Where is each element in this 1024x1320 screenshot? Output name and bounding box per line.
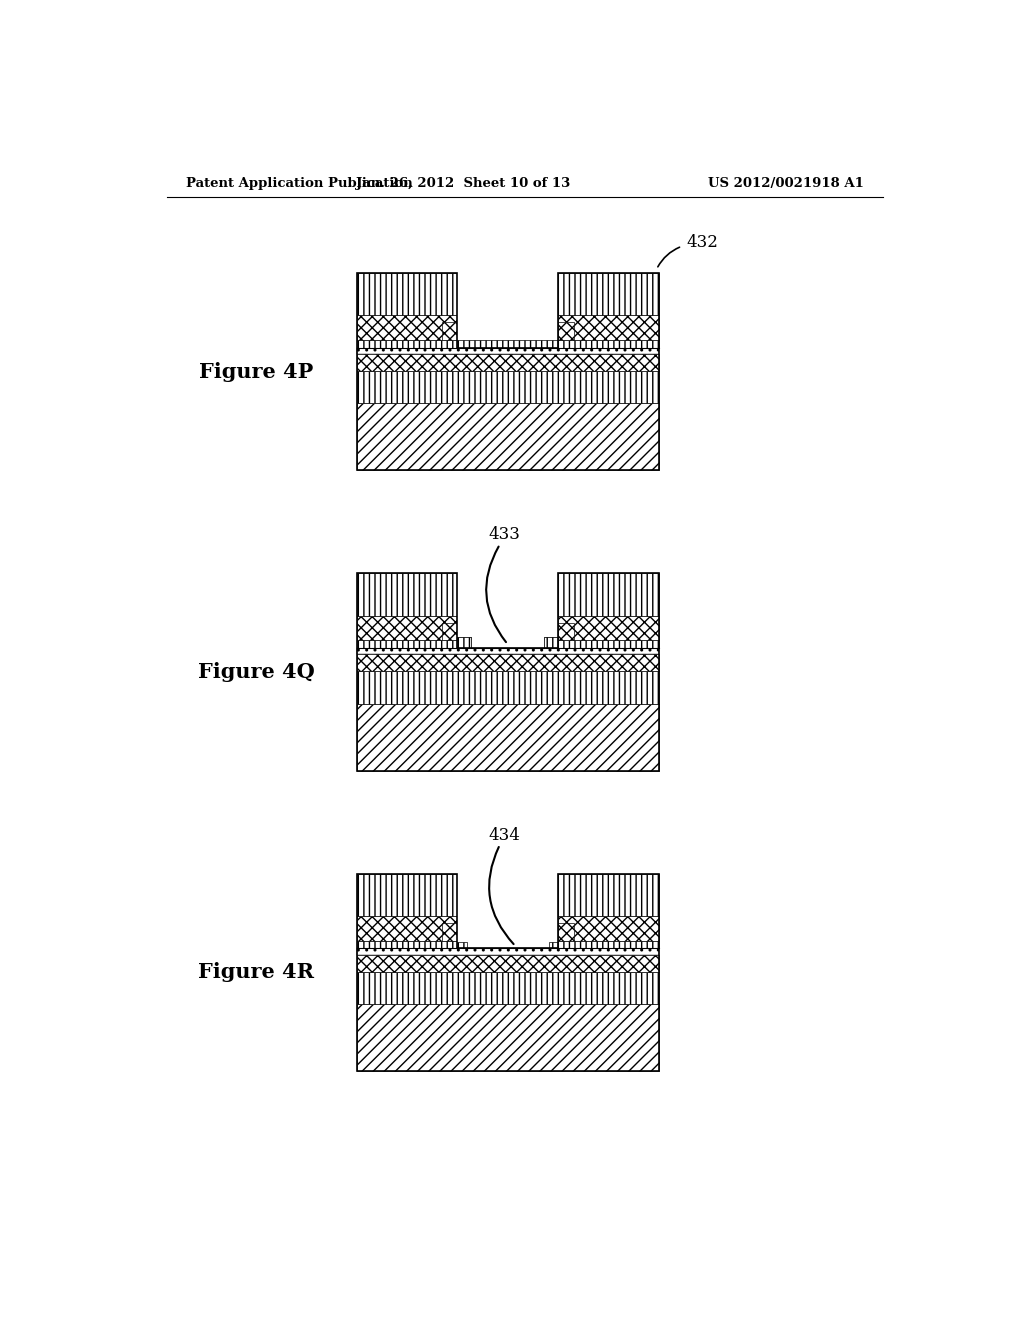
Bar: [558, 322, 573, 341]
Bar: [544, 636, 558, 648]
Bar: [558, 341, 658, 348]
Bar: [544, 636, 558, 648]
Bar: [558, 923, 573, 941]
Text: Jan. 26, 2012  Sheet 10 of 13: Jan. 26, 2012 Sheet 10 of 13: [355, 177, 570, 190]
Bar: [558, 916, 658, 941]
Text: Figure 4Q: Figure 4Q: [198, 663, 314, 682]
Bar: [458, 874, 558, 949]
Text: 432: 432: [686, 234, 718, 251]
Text: Figure 4R: Figure 4R: [198, 962, 314, 982]
Text: US 2012/0021918 A1: US 2012/0021918 A1: [709, 177, 864, 190]
Bar: [458, 573, 558, 648]
Bar: [558, 874, 658, 916]
FancyArrowPatch shape: [657, 247, 680, 267]
Bar: [442, 623, 458, 640]
Bar: [458, 341, 558, 348]
Bar: [356, 671, 658, 704]
Bar: [356, 948, 658, 954]
FancyArrowPatch shape: [486, 546, 506, 642]
Text: 433: 433: [488, 527, 520, 544]
Bar: [356, 648, 658, 655]
Bar: [558, 640, 658, 648]
Bar: [458, 636, 471, 648]
FancyArrowPatch shape: [489, 847, 514, 944]
Text: Figure 4P: Figure 4P: [199, 362, 313, 381]
Bar: [458, 942, 467, 949]
Bar: [458, 636, 471, 648]
Bar: [356, 1003, 658, 1071]
Bar: [356, 354, 658, 371]
Bar: [356, 874, 458, 916]
Bar: [442, 923, 458, 941]
Bar: [356, 704, 658, 771]
Bar: [549, 942, 558, 949]
Bar: [558, 273, 658, 315]
Bar: [356, 404, 658, 470]
Bar: [356, 916, 458, 941]
Bar: [356, 941, 458, 949]
Bar: [356, 615, 458, 640]
Bar: [356, 315, 458, 341]
Bar: [356, 954, 658, 972]
Bar: [442, 322, 458, 341]
Bar: [558, 573, 658, 615]
Bar: [356, 640, 458, 648]
Bar: [558, 941, 658, 949]
Bar: [356, 655, 658, 671]
Bar: [558, 315, 658, 341]
Text: 434: 434: [488, 826, 520, 843]
Bar: [356, 341, 458, 348]
Bar: [356, 273, 458, 315]
Bar: [356, 972, 658, 1003]
Bar: [458, 273, 558, 341]
Bar: [356, 371, 658, 404]
Bar: [558, 623, 573, 640]
Bar: [356, 348, 658, 354]
Bar: [558, 615, 658, 640]
Bar: [356, 573, 458, 615]
Text: Patent Application Publication: Patent Application Publication: [186, 177, 413, 190]
